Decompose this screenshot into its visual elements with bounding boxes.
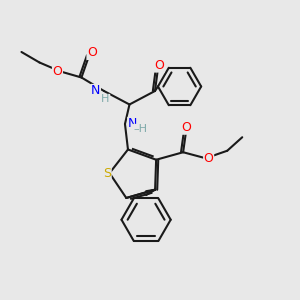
Text: –H: –H (134, 124, 148, 134)
Text: O: O (181, 121, 191, 134)
Text: N: N (128, 118, 137, 130)
Text: S: S (103, 167, 111, 180)
Text: O: O (154, 59, 164, 72)
Text: O: O (87, 46, 97, 59)
Text: N: N (91, 85, 100, 98)
Text: O: O (52, 65, 62, 78)
Text: H: H (101, 94, 110, 104)
Text: O: O (204, 152, 214, 165)
